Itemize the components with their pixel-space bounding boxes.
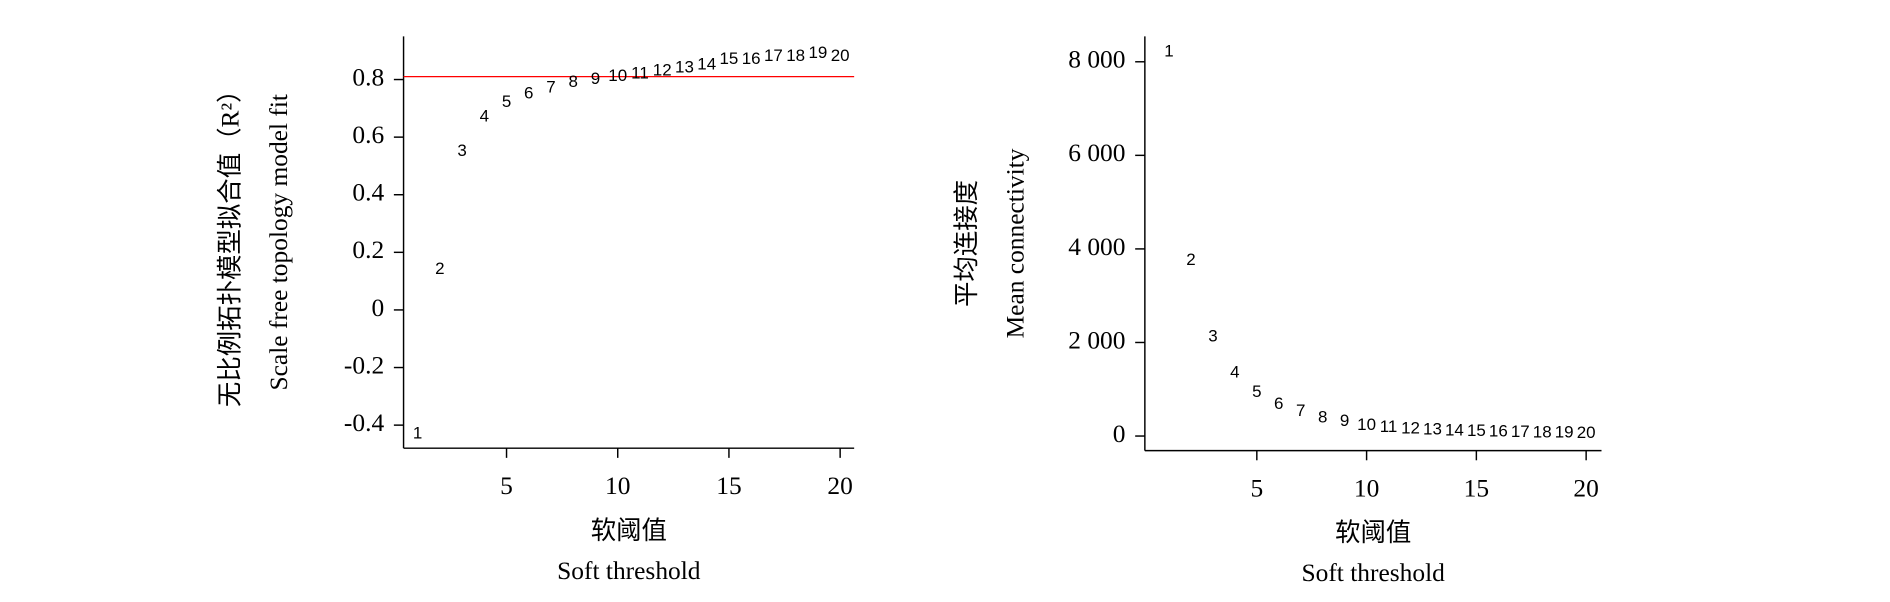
x-tick-label: 10 [1354,473,1379,502]
x-tick-label: 5 [1250,473,1263,502]
point-label: 13 [1423,419,1442,438]
y-tick-label: 0.2 [352,235,384,264]
x-axis-label: Soft threshold [557,556,701,585]
y-tick-label: -0.2 [344,350,384,379]
y-tick-label: 6 000 [1068,138,1125,167]
point-label: 13 [675,58,694,77]
point-label: 7 [1296,401,1305,420]
point-label: 1 [1164,41,1173,60]
point-label: 8 [569,72,578,91]
point-label: 10 [608,66,627,85]
point-label: 18 [1533,422,1552,441]
y-tick-label: -0.4 [344,408,385,437]
point-label: 1 [413,423,422,442]
y-axis-label: 无比例拓扑模型拟合值（R²） [216,77,245,407]
point-label: 2 [1186,250,1195,269]
point-label: 18 [786,46,805,65]
x-tick-label: 20 [1573,473,1598,502]
point-label: 15 [720,49,739,68]
y-tick-label: 0.6 [352,120,384,149]
y-axis-label: Scale free topology model fit [264,94,293,391]
y-tick-label: 8 000 [1068,45,1125,74]
point-label: 16 [742,49,761,68]
x-tick-label: 15 [716,471,741,500]
point-label: 4 [480,106,489,125]
point-label: 11 [1380,417,1398,436]
point-label: 10 [1357,415,1376,434]
y-tick-label: 0.8 [352,62,384,91]
x-axis-label: 软阈值 [591,516,667,545]
point-label: 20 [1577,423,1596,442]
point-label: 20 [831,46,850,65]
point-label: 14 [1445,420,1464,439]
point-label: 3 [1208,326,1217,345]
x-tick-label: 15 [1464,473,1489,502]
point-label: 6 [1274,394,1283,413]
point-label: 16 [1489,421,1508,440]
point-label: 2 [435,259,444,278]
point-label: 6 [524,83,533,102]
x-axis-label: Soft threshold [1302,558,1446,587]
point-label: 19 [1555,423,1574,442]
y-axis-label: 平均连接度 [952,180,981,307]
x-axis-label: 软阈值 [1335,518,1411,547]
y-tick-label: 0 [371,293,384,322]
point-label: 5 [1252,382,1261,401]
point-label: 3 [457,141,466,160]
point-label: 9 [1340,411,1349,430]
point-label: 8 [1318,407,1327,426]
point-label: 4 [1230,362,1239,381]
x-tick-label: 10 [605,471,630,500]
point-label: 17 [764,46,783,65]
point-label: 12 [653,60,672,79]
point-label: 7 [546,78,555,97]
y-tick-label: 0.4 [352,178,384,207]
y-tick-label: 2 000 [1068,325,1125,354]
point-label: 12 [1401,418,1420,437]
y-tick-label: 4 000 [1068,232,1125,261]
point-label: 17 [1511,422,1530,441]
x-tick-label: 20 [827,471,852,500]
y-tick-label: 0 [1113,419,1126,448]
x-tick-label: 5 [500,471,513,500]
point-label: 9 [591,69,600,88]
y-axis-label: Mean connectivity [1001,148,1030,338]
point-label: 5 [502,92,511,111]
point-label: 11 [631,63,649,82]
point-label: 14 [697,55,716,74]
point-label: 19 [808,43,827,62]
point-label: 15 [1467,421,1486,440]
